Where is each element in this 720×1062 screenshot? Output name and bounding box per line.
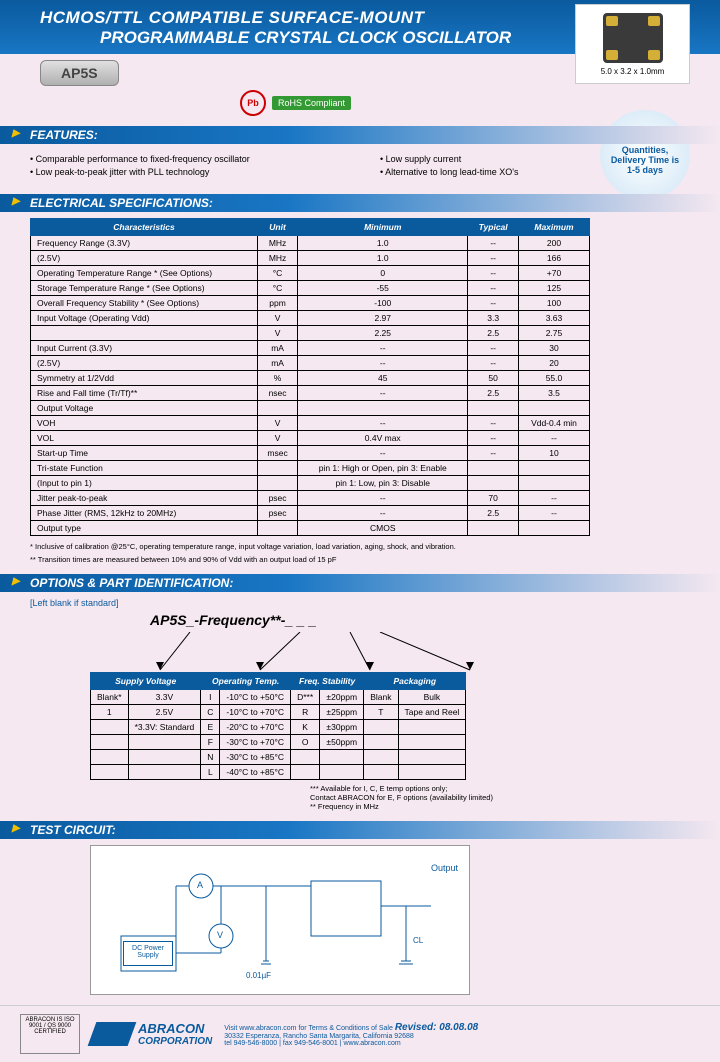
table-row: Output typeCMOS: [31, 521, 590, 536]
features-header: FEATURES:: [0, 126, 720, 144]
spec-header-cell: Minimum: [298, 219, 468, 236]
svg-text:Output: Output: [431, 863, 459, 873]
table-row: Operating Temperature Range * (See Optio…: [31, 266, 590, 281]
spec-header-cell: Characteristics: [31, 219, 258, 236]
table-row: Phase Jitter (RMS, 12kHz to 20MHz)psec--…: [31, 506, 590, 521]
test-circuit-diagram: Output DC Power Supply A V 0.01µF CL: [90, 845, 470, 995]
part-number-badge: AP5S: [40, 60, 119, 86]
branch-diagram: [150, 632, 690, 672]
rohs-badge: RoHS Compliant: [272, 96, 351, 110]
table-row: L-40°C to +85°C: [91, 765, 466, 780]
table-row: Overall Frequency Stability * (See Optio…: [31, 296, 590, 311]
table-row: F-30°C to +70°CO±50ppm: [91, 735, 466, 750]
table-row: Frequency Range (3.3V)MHz1.0--200: [31, 236, 590, 251]
options-table: Supply VoltageOperating Temp.Freq. Stabi…: [90, 672, 466, 780]
table-row: *3.3V: StandardE-20°C to +70°CK±30ppm: [91, 720, 466, 735]
part-format: AP5S_-Frequency**-_ _ _: [30, 612, 690, 628]
table-row: Start-up Timemsec----10: [31, 446, 590, 461]
opt-header-cell: Operating Temp.: [201, 673, 291, 690]
footnote-1: * Inclusive of calibration @25°C, operat…: [30, 542, 690, 551]
feature-item: Comparable performance to fixed-frequenc…: [30, 154, 340, 164]
opt-header-cell: Packaging: [364, 673, 466, 690]
table-row: Input Voltage (Operating Vdd)V2.973.33.6…: [31, 311, 590, 326]
spec-table: CharacteristicsUnitMinimumTypicalMaximum…: [30, 218, 590, 536]
table-row: Rise and Fall time (Tr/Tf)**nsec--2.53.5: [31, 386, 590, 401]
table-row: (2.5V)MHz1.0--166: [31, 251, 590, 266]
specs-header: ELECTRICAL SPECIFICATIONS:: [0, 194, 720, 212]
options-label: [Left blank if standard]: [30, 598, 690, 608]
table-row: VOLV0.4V max----: [31, 431, 590, 446]
opt-header-cell: Supply Voltage: [91, 673, 201, 690]
chip-dimensions: 5.0 x 3.2 x 1.0mm: [601, 67, 665, 76]
table-row: N-30°C to +85°C: [91, 750, 466, 765]
table-row: Output Voltage: [31, 401, 590, 416]
circuit-header: TEST CIRCUIT:: [0, 821, 720, 839]
opt-header-cell: Freq. Stability: [291, 673, 364, 690]
feature-item: Low peak-to-peak jitter with PLL technol…: [30, 167, 340, 177]
spec-header-cell: Typical: [468, 219, 519, 236]
certifications: Pb RoHS Compliant: [40, 90, 720, 116]
table-row: VOHV----Vdd-0.4 min: [31, 416, 590, 431]
table-row: Tri-state Functionpin 1: High or Open, p…: [31, 461, 590, 476]
options-header: OPTIONS & PART IDENTIFICATION:: [0, 574, 720, 592]
table-row: Blank*3.3VI-10°C to +50°CD***±20ppmBlank…: [91, 690, 466, 705]
table-row: Symmetry at 1/2Vdd%455055.0: [31, 371, 590, 386]
table-row: V2.252.52.75: [31, 326, 590, 341]
table-row: Storage Temperature Range * (See Options…: [31, 281, 590, 296]
company-logo: ABRACON CORPORATION: [92, 1021, 212, 1047]
option-notes: *** Available for I, C, E temp options o…: [310, 784, 690, 811]
footnote-2: ** Transition times are measured between…: [30, 555, 690, 564]
spec-header-cell: Unit: [257, 219, 297, 236]
footer: ABRACON IS ISO 9001 / QS 9000 CERTIFIED …: [0, 1005, 720, 1062]
table-row: Jitter peak-to-peakpsec--70--: [31, 491, 590, 506]
table-row: 12.5VC-10°C to +70°CR±25ppmTTape and Ree…: [91, 705, 466, 720]
spec-header-cell: Maximum: [518, 219, 589, 236]
chip-image: 5.0 x 3.2 x 1.0mm: [575, 4, 690, 84]
table-row: (Input to pin 1)pin 1: Low, pin 3: Disab…: [31, 476, 590, 491]
table-row: Input Current (3.3V)mA----30: [31, 341, 590, 356]
footer-info: Visit www.abracon.com for Terms & Condit…: [224, 1022, 700, 1047]
iso-badge: ABRACON IS ISO 9001 / QS 9000 CERTIFIED: [20, 1014, 80, 1054]
promo-bubble: For Small Quantities, Delivery Time is 1…: [600, 110, 690, 200]
pb-free-icon: Pb: [240, 90, 266, 116]
table-row: (2.5V)mA----20: [31, 356, 590, 371]
